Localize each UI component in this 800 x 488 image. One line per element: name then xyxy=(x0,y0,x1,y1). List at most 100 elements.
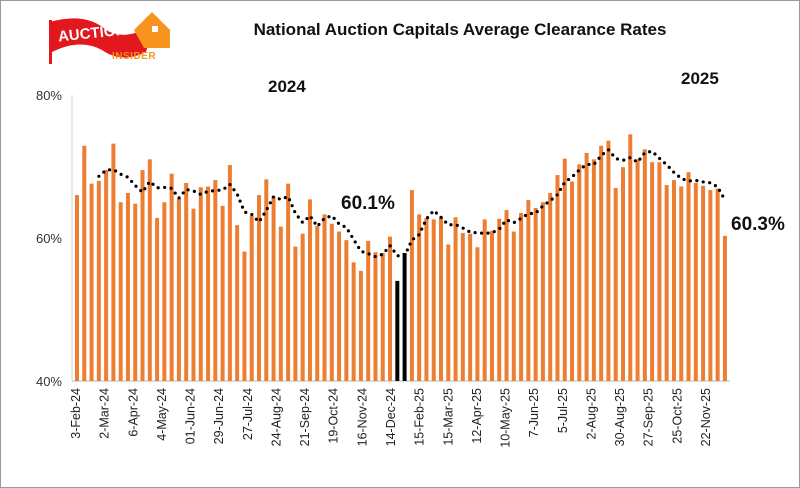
x-tick-label: 19-Oct-24 xyxy=(327,388,341,444)
bar xyxy=(315,225,320,381)
x-tick-label: 25-Oct-25 xyxy=(670,388,684,444)
bar xyxy=(453,217,458,381)
bar xyxy=(322,214,327,381)
x-tick-label: 01-Jun-24 xyxy=(184,388,198,444)
x-tick-label: 27-Sep-25 xyxy=(642,388,656,446)
bar xyxy=(613,187,618,381)
bar xyxy=(307,199,312,381)
bar xyxy=(715,188,720,381)
bar xyxy=(671,180,676,381)
x-tick-label: 2-Aug-25 xyxy=(584,388,598,439)
bar xyxy=(409,190,414,381)
bar xyxy=(155,217,160,381)
bar xyxy=(446,244,451,381)
x-tick-label: 6-Apr-24 xyxy=(126,388,140,437)
bar xyxy=(570,181,575,381)
bar xyxy=(526,200,531,381)
bar xyxy=(693,182,698,381)
y-tick-label: 40% xyxy=(36,374,62,389)
x-tick-label: 15-Mar-25 xyxy=(441,388,455,446)
x-tick-label: 4-May-24 xyxy=(155,388,169,441)
bar xyxy=(358,270,363,381)
bar xyxy=(111,143,116,381)
bar xyxy=(708,190,713,381)
year-label-2025: 2025 xyxy=(681,69,719,88)
bar xyxy=(257,195,261,381)
bar xyxy=(424,217,429,381)
y-tick-label: 60% xyxy=(36,231,62,246)
bar xyxy=(184,182,189,381)
bar xyxy=(147,159,152,381)
x-tick-label: 24-Aug-24 xyxy=(269,388,283,446)
bar xyxy=(213,180,218,381)
bar xyxy=(650,162,655,381)
bar xyxy=(504,210,509,381)
bar xyxy=(562,158,567,381)
bar xyxy=(366,240,371,381)
bar xyxy=(577,164,582,381)
bar xyxy=(388,236,393,381)
x-tick-label: 3-Feb-24 xyxy=(69,388,83,439)
x-tick-label: 30-Aug-25 xyxy=(613,388,627,446)
x-tick-label: 10-May-25 xyxy=(499,388,513,448)
x-tick-label: 7-Jun-25 xyxy=(527,388,541,437)
bar xyxy=(489,230,494,381)
bar xyxy=(664,185,669,381)
bar xyxy=(329,223,334,381)
logo: AUCTION INSIDER xyxy=(46,8,172,64)
bar xyxy=(96,180,101,381)
x-tick-label: 15-Feb-25 xyxy=(413,388,427,446)
bar xyxy=(657,162,662,381)
x-tick-label: 5-Jul-25 xyxy=(556,388,570,433)
bar xyxy=(417,214,422,381)
bar xyxy=(642,149,647,381)
bar xyxy=(82,145,87,381)
bar xyxy=(242,251,247,381)
x-tick-label: 14-Dec-24 xyxy=(384,388,398,446)
bar xyxy=(191,208,196,381)
bar xyxy=(722,235,727,381)
bar xyxy=(621,167,625,381)
bar xyxy=(548,192,553,381)
bar xyxy=(337,231,342,381)
bar xyxy=(540,202,545,381)
bar xyxy=(380,253,385,381)
bar xyxy=(482,219,487,381)
bar xyxy=(278,226,283,381)
bar xyxy=(264,179,269,381)
bar xyxy=(519,212,524,381)
bar xyxy=(402,253,407,381)
bar xyxy=(89,183,94,381)
bar xyxy=(497,218,502,381)
bar xyxy=(511,231,516,381)
year-label-2024: 2024 xyxy=(268,77,306,96)
bar xyxy=(133,203,138,381)
bar xyxy=(460,232,465,381)
x-tick-label: 12-Apr-25 xyxy=(470,388,484,444)
bar xyxy=(162,202,167,381)
bar xyxy=(220,205,225,381)
bar xyxy=(206,186,211,381)
bar xyxy=(686,172,691,381)
bar xyxy=(606,140,611,381)
logo-text-sub: INSIDER xyxy=(112,51,157,62)
bar xyxy=(468,233,473,381)
x-tick-label: 21-Sep-24 xyxy=(298,388,312,446)
annotation-dec24: 60.1% xyxy=(341,193,395,214)
bar xyxy=(104,170,109,381)
bar xyxy=(599,145,604,381)
x-tick-label: 16-Nov-24 xyxy=(355,388,369,446)
bar xyxy=(118,202,123,381)
bar xyxy=(591,159,596,381)
bar xyxy=(635,159,640,381)
bar xyxy=(249,215,254,381)
bar xyxy=(431,219,436,381)
x-tick-label: 29-Jun-24 xyxy=(212,388,226,444)
x-tick-label: 27-Jul-24 xyxy=(241,388,255,440)
bar xyxy=(533,207,538,381)
bar xyxy=(293,246,298,381)
bar xyxy=(351,262,356,381)
bar xyxy=(198,187,203,381)
bar xyxy=(555,175,560,381)
